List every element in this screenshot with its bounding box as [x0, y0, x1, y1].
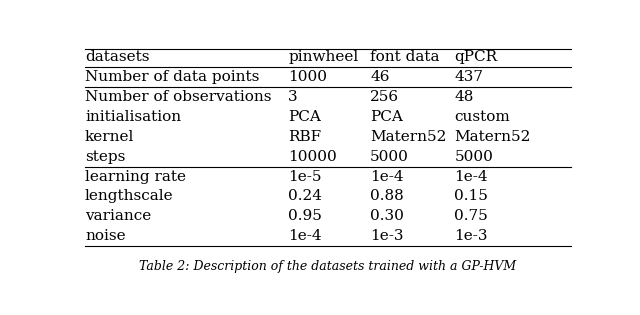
Text: 1e-4: 1e-4	[454, 170, 488, 184]
Text: 0.24: 0.24	[288, 190, 323, 203]
Text: PCA: PCA	[370, 110, 403, 124]
Text: 1e-3: 1e-3	[454, 229, 488, 243]
Text: 1e-3: 1e-3	[370, 229, 404, 243]
Text: variance: variance	[85, 209, 151, 223]
Text: 5000: 5000	[370, 150, 409, 164]
Text: 0.88: 0.88	[370, 190, 404, 203]
Text: kernel: kernel	[85, 130, 134, 144]
Text: 48: 48	[454, 90, 474, 104]
Text: 3: 3	[288, 90, 298, 104]
Text: 1e-5: 1e-5	[288, 170, 322, 184]
Text: 256: 256	[370, 90, 399, 104]
Text: 1e-4: 1e-4	[288, 229, 322, 243]
Text: Table 2: Description of the datasets trained with a GP-HVM: Table 2: Description of the datasets tra…	[140, 260, 516, 273]
Text: font data: font data	[370, 50, 440, 65]
Text: initialisation: initialisation	[85, 110, 181, 124]
Text: 0.30: 0.30	[370, 209, 404, 223]
Text: Matern52: Matern52	[370, 130, 447, 144]
Text: 0.15: 0.15	[454, 190, 488, 203]
Text: datasets: datasets	[85, 50, 150, 65]
Text: 1000: 1000	[288, 70, 327, 84]
Text: noise: noise	[85, 229, 125, 243]
Text: qPCR: qPCR	[454, 50, 498, 65]
Text: lengthscale: lengthscale	[85, 190, 173, 203]
Text: 0.95: 0.95	[288, 209, 322, 223]
Text: Number of data points: Number of data points	[85, 70, 259, 84]
Text: 46: 46	[370, 70, 390, 84]
Text: steps: steps	[85, 150, 125, 164]
Text: 437: 437	[454, 70, 483, 84]
Text: RBF: RBF	[288, 130, 321, 144]
Text: learning rate: learning rate	[85, 170, 186, 184]
Text: Number of observations: Number of observations	[85, 90, 271, 104]
Text: 5000: 5000	[454, 150, 493, 164]
Text: Matern52: Matern52	[454, 130, 531, 144]
Text: pinwheel: pinwheel	[288, 50, 358, 65]
Text: PCA: PCA	[288, 110, 321, 124]
Text: 1e-4: 1e-4	[370, 170, 404, 184]
Text: 10000: 10000	[288, 150, 337, 164]
Text: custom: custom	[454, 110, 510, 124]
Text: 0.75: 0.75	[454, 209, 488, 223]
